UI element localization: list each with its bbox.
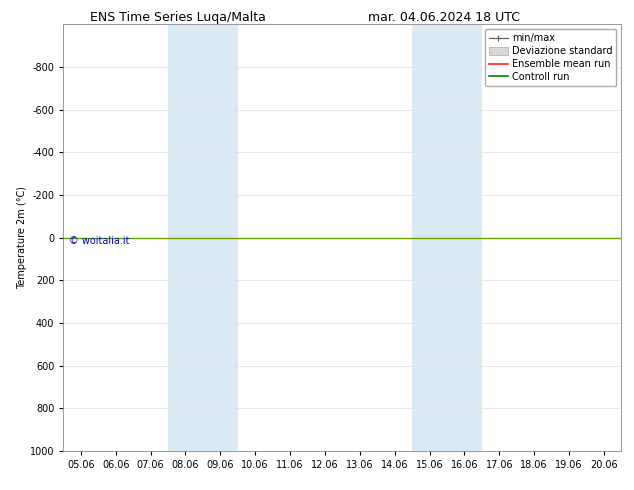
Text: ENS Time Series Luqa/Malta: ENS Time Series Luqa/Malta [89,11,266,24]
Y-axis label: Temperature 2m (°C): Temperature 2m (°C) [17,186,27,289]
Text: mar. 04.06.2024 18 UTC: mar. 04.06.2024 18 UTC [368,11,520,24]
Bar [412,24,482,451]
Bar [168,24,238,451]
Text: © woitalia.it: © woitalia.it [69,236,129,245]
Legend: min/max, Deviazione standard, Ensemble mean run, Controll run: min/max, Deviazione standard, Ensemble m… [485,29,616,86]
